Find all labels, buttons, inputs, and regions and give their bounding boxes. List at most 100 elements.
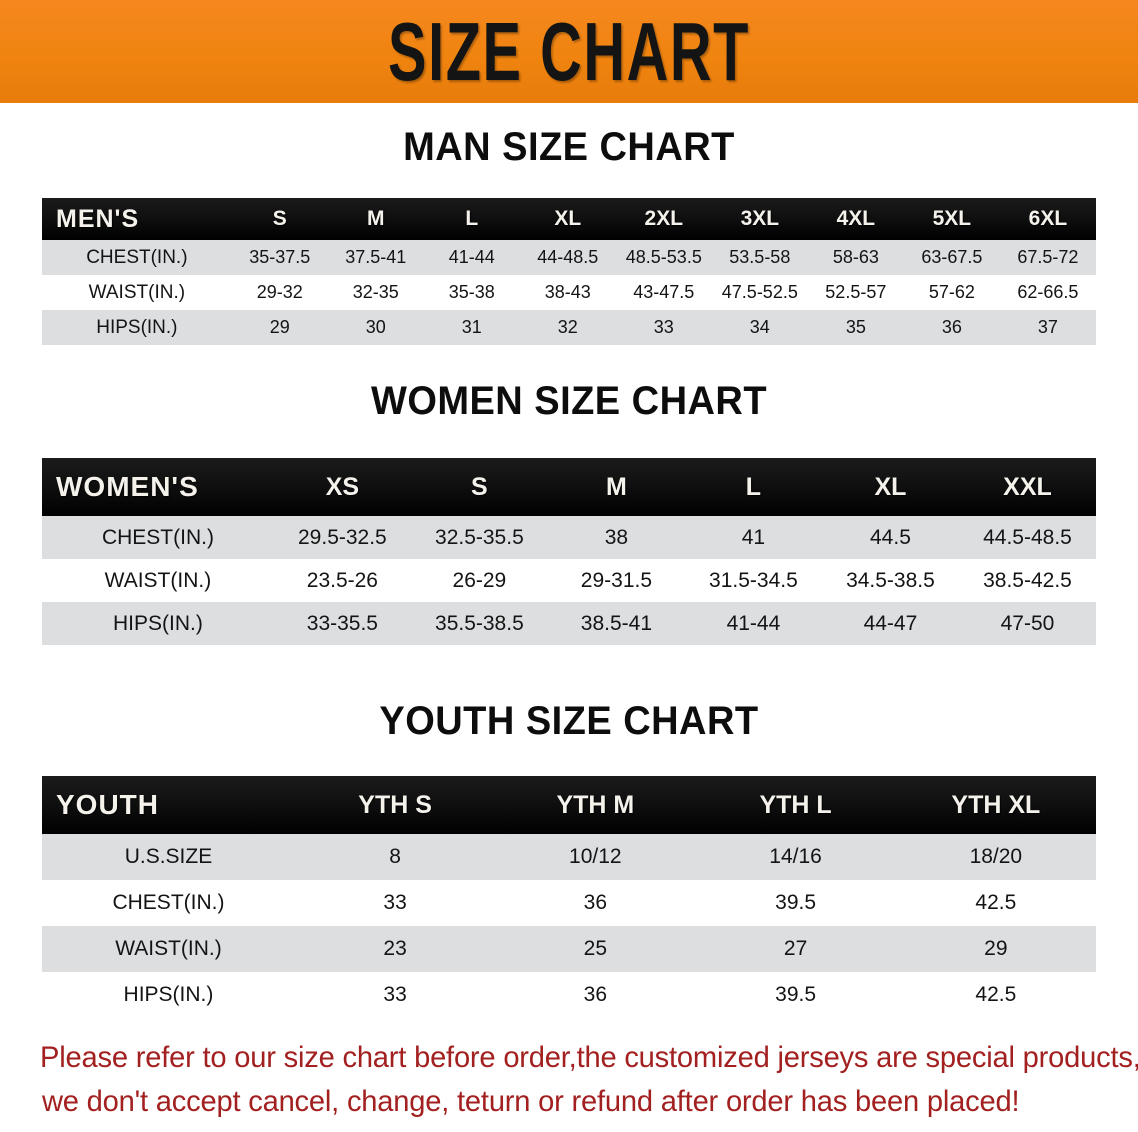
table-cell: 44-48.5 bbox=[519, 240, 616, 275]
table-cell: 32.5-35.5 bbox=[410, 516, 548, 559]
table-cell: 31 bbox=[423, 310, 520, 345]
row-label: U.S.SIZE bbox=[42, 834, 295, 880]
table-cell: 36 bbox=[495, 880, 696, 926]
column-header-yth-xl: YTH XL bbox=[951, 790, 1041, 819]
column-header-m: M bbox=[606, 472, 627, 501]
women-header-row: WOMEN'S XS S M L XL XXL bbox=[42, 458, 1096, 516]
table-row: HIPS(IN.) 29 30 31 32 33 34 35 36 37 bbox=[42, 310, 1096, 345]
row-label: HIPS(IN.) bbox=[42, 310, 232, 345]
row-label: CHEST(IN.) bbox=[42, 240, 232, 275]
youth-table-body: U.S.SIZE 8 10/12 14/16 18/20 CHEST(IN.) 33 36 39… bbox=[42, 834, 1096, 1018]
man-table-head: MEN'S S M L XL 2XL 3XL 4XL 5XL 6XL bbox=[42, 198, 1096, 240]
table-cell: 29 bbox=[895, 926, 1096, 972]
table-cell: 32-35 bbox=[327, 275, 424, 310]
column-header-xl: XL bbox=[554, 207, 582, 230]
table-cell: 37.5-41 bbox=[327, 240, 424, 275]
man-table-corner-label: MEN'S bbox=[56, 204, 140, 233]
column-header-2xl: 2XL bbox=[644, 207, 684, 230]
table-cell: 57-62 bbox=[903, 275, 1000, 310]
table-cell: 36 bbox=[903, 310, 1000, 345]
table-row: CHEST(IN.) 29.5-32.5 32.5-35.5 38 41 44.5 44.5… bbox=[42, 516, 1096, 559]
table-cell: 35-37.5 bbox=[231, 240, 328, 275]
table-cell: 33 bbox=[294, 972, 496, 1018]
table-cell: 53.5-58 bbox=[711, 240, 808, 275]
table-cell: 38-43 bbox=[519, 275, 616, 310]
column-header-3xl: 3XL bbox=[740, 207, 780, 230]
youth-size-table: YOUTH YTH S YTH M YTH L YTH XL U.S.SIZE 8 10/1… bbox=[42, 776, 1096, 1018]
table-cell: 35 bbox=[807, 310, 904, 345]
women-table-corner-label: WOMEN'S bbox=[56, 471, 199, 502]
table-cell: 33-35.5 bbox=[273, 602, 411, 645]
row-label: CHEST(IN.) bbox=[42, 516, 274, 559]
column-header-xl: XL bbox=[874, 472, 907, 501]
youth-table-head: YOUTH YTH S YTH M YTH L YTH XL bbox=[42, 776, 1096, 834]
page-banner: SIZE CHART bbox=[0, 0, 1138, 103]
table-cell: 42.5 bbox=[895, 880, 1096, 926]
man-header-row: MEN'S S M L XL 2XL 3XL 4XL 5XL 6XL bbox=[42, 198, 1096, 240]
man-table-body: CHEST(IN.) 35-37.5 37.5-41 41-44 44-48.5 48.5… bbox=[42, 240, 1096, 345]
youth-table: YOUTH YTH S YTH M YTH L YTH XL U.S.SIZE 8 10/1… bbox=[42, 776, 1096, 1018]
column-header-5xl: 5XL bbox=[932, 207, 972, 230]
table-cell: 33 bbox=[294, 880, 496, 926]
table-cell: 27 bbox=[695, 926, 896, 972]
column-header-4xl: 4XL bbox=[836, 207, 876, 230]
women-section-title: WOMEN SIZE CHART bbox=[370, 379, 768, 423]
disclaimer-line-1: Please refer to our size chart before or… bbox=[40, 1041, 1138, 1074]
table-cell: 41-44 bbox=[684, 602, 822, 645]
table-cell: 18/20 bbox=[895, 834, 1096, 880]
row-label: CHEST(IN.) bbox=[42, 880, 295, 926]
row-label: WAIST(IN.) bbox=[42, 926, 295, 972]
table-cell: 23.5-26 bbox=[273, 559, 411, 602]
table-cell: 63-67.5 bbox=[903, 240, 1000, 275]
table-cell: 10/12 bbox=[495, 834, 696, 880]
table-cell: 14/16 bbox=[695, 834, 896, 880]
table-cell: 31.5-34.5 bbox=[684, 559, 822, 602]
row-label: HIPS(IN.) bbox=[42, 972, 295, 1018]
banner-title: SIZE CHART bbox=[388, 4, 750, 98]
table-row: WAIST(IN.) 23 25 27 29 bbox=[42, 926, 1096, 972]
table-cell: 41 bbox=[684, 516, 822, 559]
column-header-yth-s: YTH S bbox=[358, 790, 432, 819]
table-cell: 58-63 bbox=[807, 240, 904, 275]
table-cell: 38 bbox=[547, 516, 685, 559]
disclaimer-line-2: we don't accept cancel, change, teturn o… bbox=[41, 1085, 1020, 1118]
man-table: MEN'S S M L XL 2XL 3XL 4XL 5XL 6XL CHEST(IN.) 35-3… bbox=[42, 198, 1096, 345]
table-row: CHEST(IN.) 33 36 39.5 42.5 bbox=[42, 880, 1096, 926]
table-cell: 29-31.5 bbox=[547, 559, 685, 602]
table-row: U.S.SIZE 8 10/12 14/16 18/20 bbox=[42, 834, 1096, 880]
row-label: WAIST(IN.) bbox=[42, 275, 232, 310]
table-cell: 44.5 bbox=[821, 516, 959, 559]
table-cell: 34.5-38.5 bbox=[821, 559, 959, 602]
youth-table-corner-label: YOUTH bbox=[56, 789, 159, 820]
column-header-m: M bbox=[367, 207, 385, 230]
women-table-head: WOMEN'S XS S M L XL XXL bbox=[42, 458, 1096, 516]
table-cell: 44.5-48.5 bbox=[958, 516, 1096, 559]
table-cell: 48.5-53.5 bbox=[615, 240, 712, 275]
table-cell: 29.5-32.5 bbox=[273, 516, 411, 559]
column-header-l: L bbox=[465, 207, 479, 230]
column-header-6xl: 6XL bbox=[1028, 207, 1068, 230]
column-header-l: L bbox=[745, 472, 762, 501]
table-cell: 33 bbox=[615, 310, 712, 345]
row-label: WAIST(IN.) bbox=[42, 559, 274, 602]
column-header-xxl: XXL bbox=[1003, 472, 1052, 501]
table-cell: 35.5-38.5 bbox=[410, 602, 548, 645]
table-row: CHEST(IN.) 35-37.5 37.5-41 41-44 44-48.5 48.5… bbox=[42, 240, 1096, 275]
table-cell: 43-47.5 bbox=[615, 275, 712, 310]
table-cell: 8 bbox=[294, 834, 496, 880]
table-cell: 38.5-41 bbox=[547, 602, 685, 645]
table-cell: 35-38 bbox=[423, 275, 520, 310]
table-cell: 38.5-42.5 bbox=[958, 559, 1096, 602]
column-header-yth-l: YTH L bbox=[759, 790, 832, 819]
column-header-s: S bbox=[272, 207, 287, 230]
table-cell: 67.5-72 bbox=[999, 240, 1096, 275]
table-row: WAIST(IN.) 23.5-26 26-29 29-31.5 31.5-34.5 34… bbox=[42, 559, 1096, 602]
table-cell: 26-29 bbox=[410, 559, 548, 602]
table-cell: 47.5-52.5 bbox=[711, 275, 808, 310]
table-cell: 47-50 bbox=[958, 602, 1096, 645]
table-cell: 29-32 bbox=[231, 275, 328, 310]
youth-section-title: YOUTH SIZE CHART bbox=[379, 699, 759, 743]
table-row: WAIST(IN.) 29-32 32-35 35-38 38-43 43-47.5 47.… bbox=[42, 275, 1096, 310]
table-cell: 41-44 bbox=[423, 240, 520, 275]
